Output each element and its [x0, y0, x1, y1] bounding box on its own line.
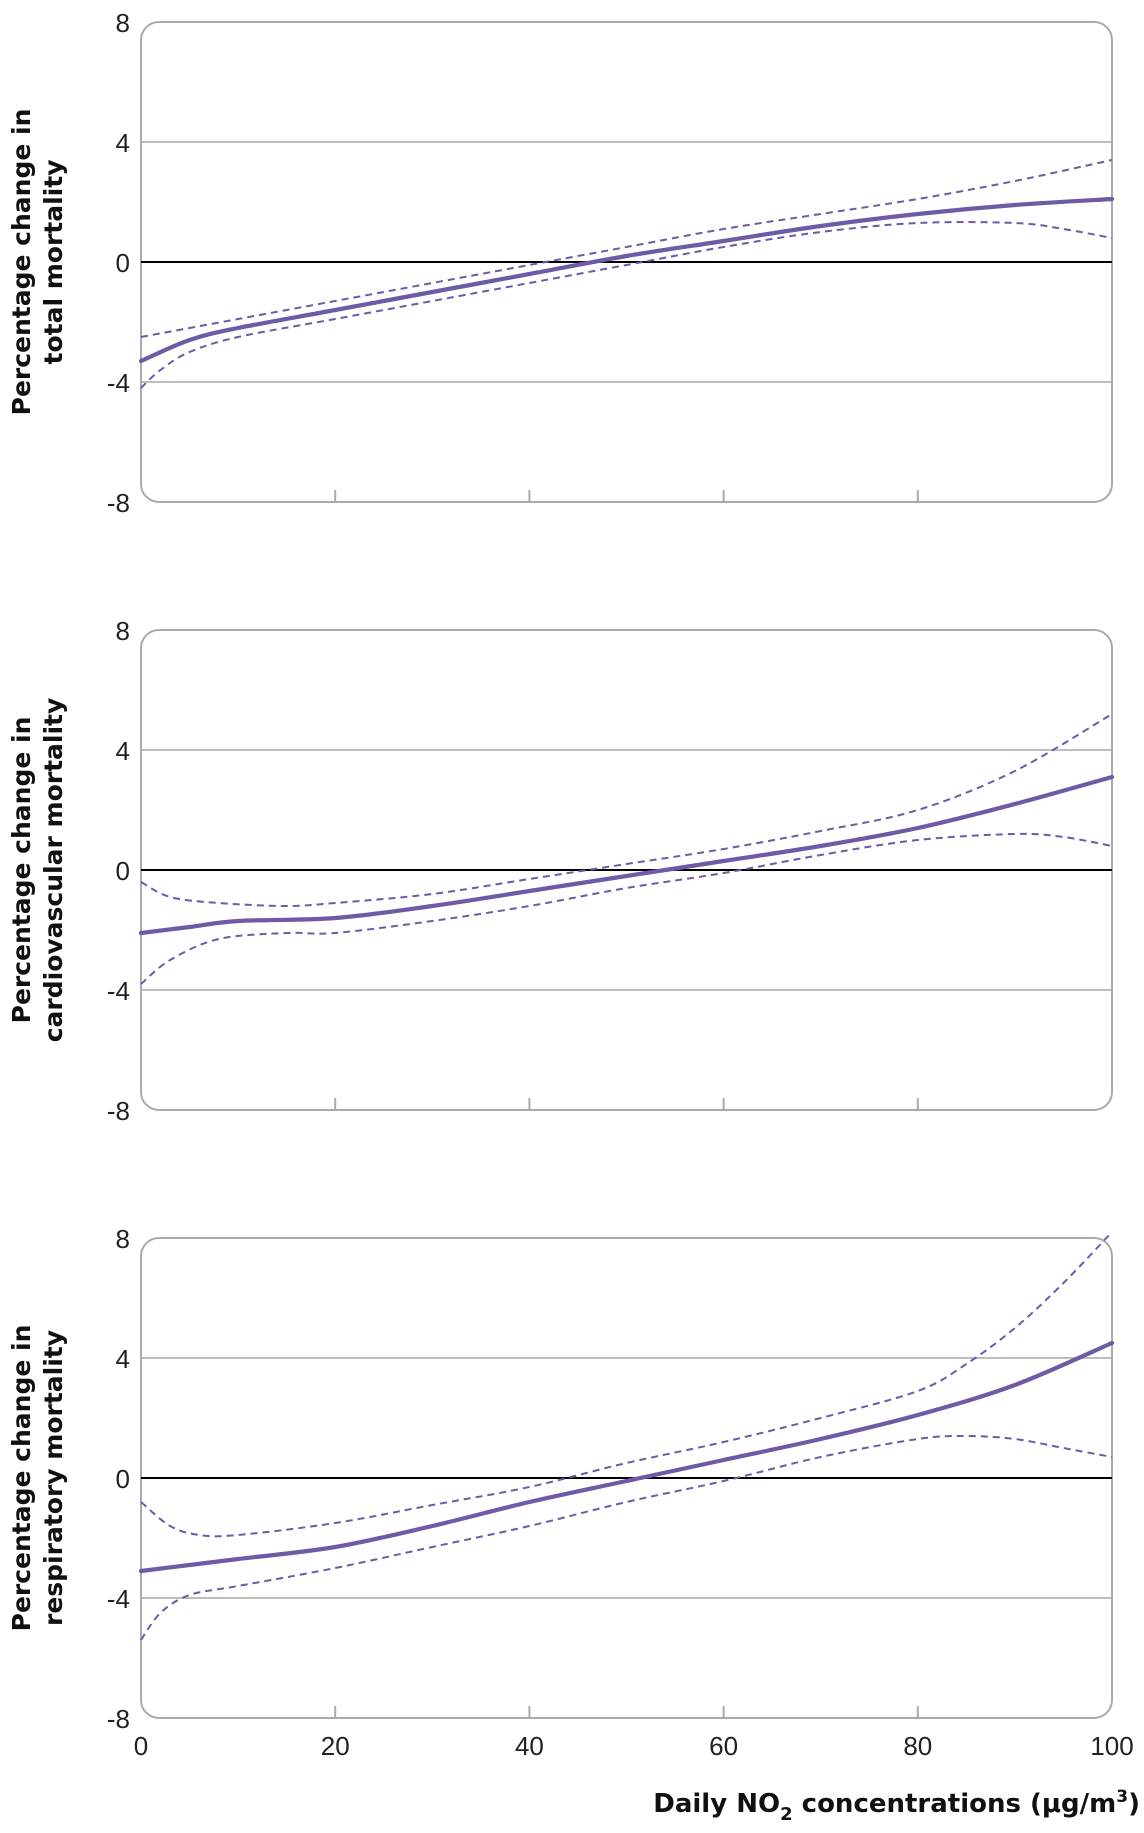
- y-axis-label-line: Percentage change in: [7, 1325, 36, 1632]
- x-tick-label: 60: [709, 1731, 738, 1761]
- y-tick-label: 4: [116, 736, 130, 766]
- series-estimate: [138, 1340, 1115, 1574]
- series-upper: [140, 713, 1113, 907]
- y-tick-label: 0: [116, 856, 130, 886]
- series-estimate: [138, 196, 1115, 364]
- y-tick-label: 8: [116, 616, 130, 646]
- panel-total-mortality: -8 -4 0 4 8 Percentage change in total mortali…: [7, 8, 1115, 518]
- y-tick-label: -4: [107, 1584, 130, 1614]
- series-lower: [140, 221, 1113, 389]
- y-axis-label-line: Percentage change in: [7, 717, 36, 1024]
- y-tick-label: 4: [116, 1344, 130, 1374]
- y-tick-label: -4: [107, 976, 130, 1006]
- y-tick-label: 0: [116, 1464, 130, 1494]
- y-axis-label-line: respiratory mortality: [39, 1330, 68, 1626]
- x-tick-label: 40: [515, 1731, 544, 1761]
- y-tick-label: 8: [116, 8, 130, 38]
- y-tick-label: 0: [116, 248, 130, 278]
- y-axis-label-line: cardiovascular mortality: [39, 698, 68, 1043]
- x-tick-label: 20: [321, 1731, 350, 1761]
- y-tick-label: -8: [107, 1704, 130, 1734]
- panel-cardiovascular-mortality: -8 -4 0 4 8 Percentage change in cardiovascula…: [7, 616, 1115, 1126]
- series-lower: [140, 1434, 1113, 1641]
- x-tick-label: 100: [1090, 1731, 1133, 1761]
- y-axis-label-line: Percentage change in: [7, 109, 36, 416]
- y-axis-label: Percentage change in total mortality: [7, 109, 68, 416]
- x-axis-label: Daily NO2 concentrations (μg/m3): [653, 1787, 1140, 1825]
- y-tick-label: -8: [107, 1096, 130, 1126]
- y-tick-label: 8: [116, 1224, 130, 1254]
- y-axis-label: Percentage change in cardiovascular morta…: [7, 698, 68, 1043]
- series-lower: [140, 832, 1113, 985]
- y-tick-label: 4: [116, 128, 130, 158]
- series-upper: [140, 1231, 1113, 1538]
- y-tick-label: -4: [107, 368, 130, 398]
- y-axis-label: Percentage change in respiratory mortalit…: [7, 1325, 68, 1632]
- x-tick-label: 0: [134, 1731, 148, 1761]
- y-tick-label: -8: [107, 488, 130, 518]
- x-tick-label: 80: [903, 1731, 932, 1761]
- series-upper: [140, 159, 1113, 338]
- series-estimate: [138, 774, 1115, 936]
- y-axis-label-line: total mortality: [39, 160, 68, 365]
